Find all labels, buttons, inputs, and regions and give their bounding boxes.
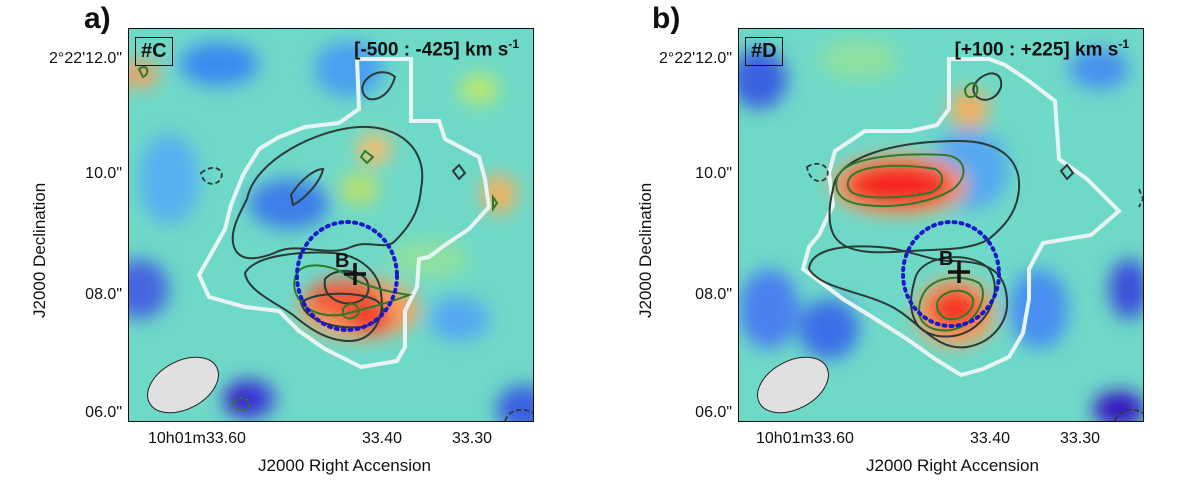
marker-label: B: [335, 250, 349, 272]
panel-b: b): [600, 0, 1200, 486]
y-axis-label: J2000 Declination: [30, 182, 49, 318]
x-tick-label: 10h01m33.60: [756, 430, 854, 447]
aperture-ellipse: [295, 220, 399, 332]
x-tick-label: 33.40: [362, 430, 403, 447]
x-tick-label: 33.30: [1060, 430, 1101, 447]
velocity-range-text: [+100 : +225] km s: [954, 39, 1119, 61]
source-marker: [948, 261, 970, 283]
y-tick-label: 06.0": [695, 404, 732, 421]
y-tick-label: 06.0": [85, 404, 122, 421]
sky-map: B #D [+100 : +225] km s-1: [738, 28, 1144, 422]
intensity-map: B: [739, 29, 1143, 421]
y-tick-label: 10.0": [695, 165, 732, 182]
x-axis-label: J2000 Right Accension: [258, 456, 431, 475]
x-tick-label: 10h01m33.60: [148, 430, 246, 447]
dark-contours: [807, 72, 1075, 349]
y-axis-label: J2000 Declination: [636, 182, 655, 318]
negative-contours: [200, 166, 533, 421]
y-tick-label: 2°22'12.0": [659, 50, 732, 67]
white-contour: [196, 57, 492, 370]
green-dashed-contour: [232, 397, 251, 412]
component-id-label: #C: [135, 37, 173, 66]
source-marker: [344, 263, 366, 285]
panel-a: a): [30, 2, 534, 475]
velocity-unit-exponent: -1: [508, 37, 519, 51]
negative-contours: [806, 162, 1143, 421]
beam-ellipse: [757, 356, 829, 414]
sky-map: B #C [-500 : -425] km s-1: [128, 28, 534, 422]
y-tick-label: 08.0": [695, 286, 732, 303]
beam-ellipse: [147, 356, 219, 414]
y-tick-label: 10.0": [85, 165, 122, 182]
green-contours: [137, 66, 499, 320]
velocity-range-label: [+100 : +225] km s-1: [955, 37, 1129, 61]
velocity-range-label: [-500 : -425] km s-1: [354, 37, 519, 61]
x-axis-label: J2000 Right Accension: [866, 456, 1039, 475]
x-tick-label: 33.40: [970, 430, 1011, 447]
velocity-unit-exponent: -1: [1118, 37, 1129, 51]
y-tick-label: 2°22'12.0": [49, 50, 122, 67]
y-tick-label: 08.0": [85, 286, 122, 303]
panel-letter: a): [84, 2, 111, 35]
white-contour: [800, 57, 1122, 378]
x-tick-label: 33.30: [452, 430, 493, 447]
marker-label: B: [939, 248, 953, 270]
velocity-range-text: [-500 : -425] km s: [354, 39, 509, 61]
panel-letter: b): [652, 2, 681, 35]
intensity-map: B: [129, 29, 533, 421]
aperture-ellipse: [901, 220, 1001, 328]
component-id-label: #D: [745, 37, 783, 66]
